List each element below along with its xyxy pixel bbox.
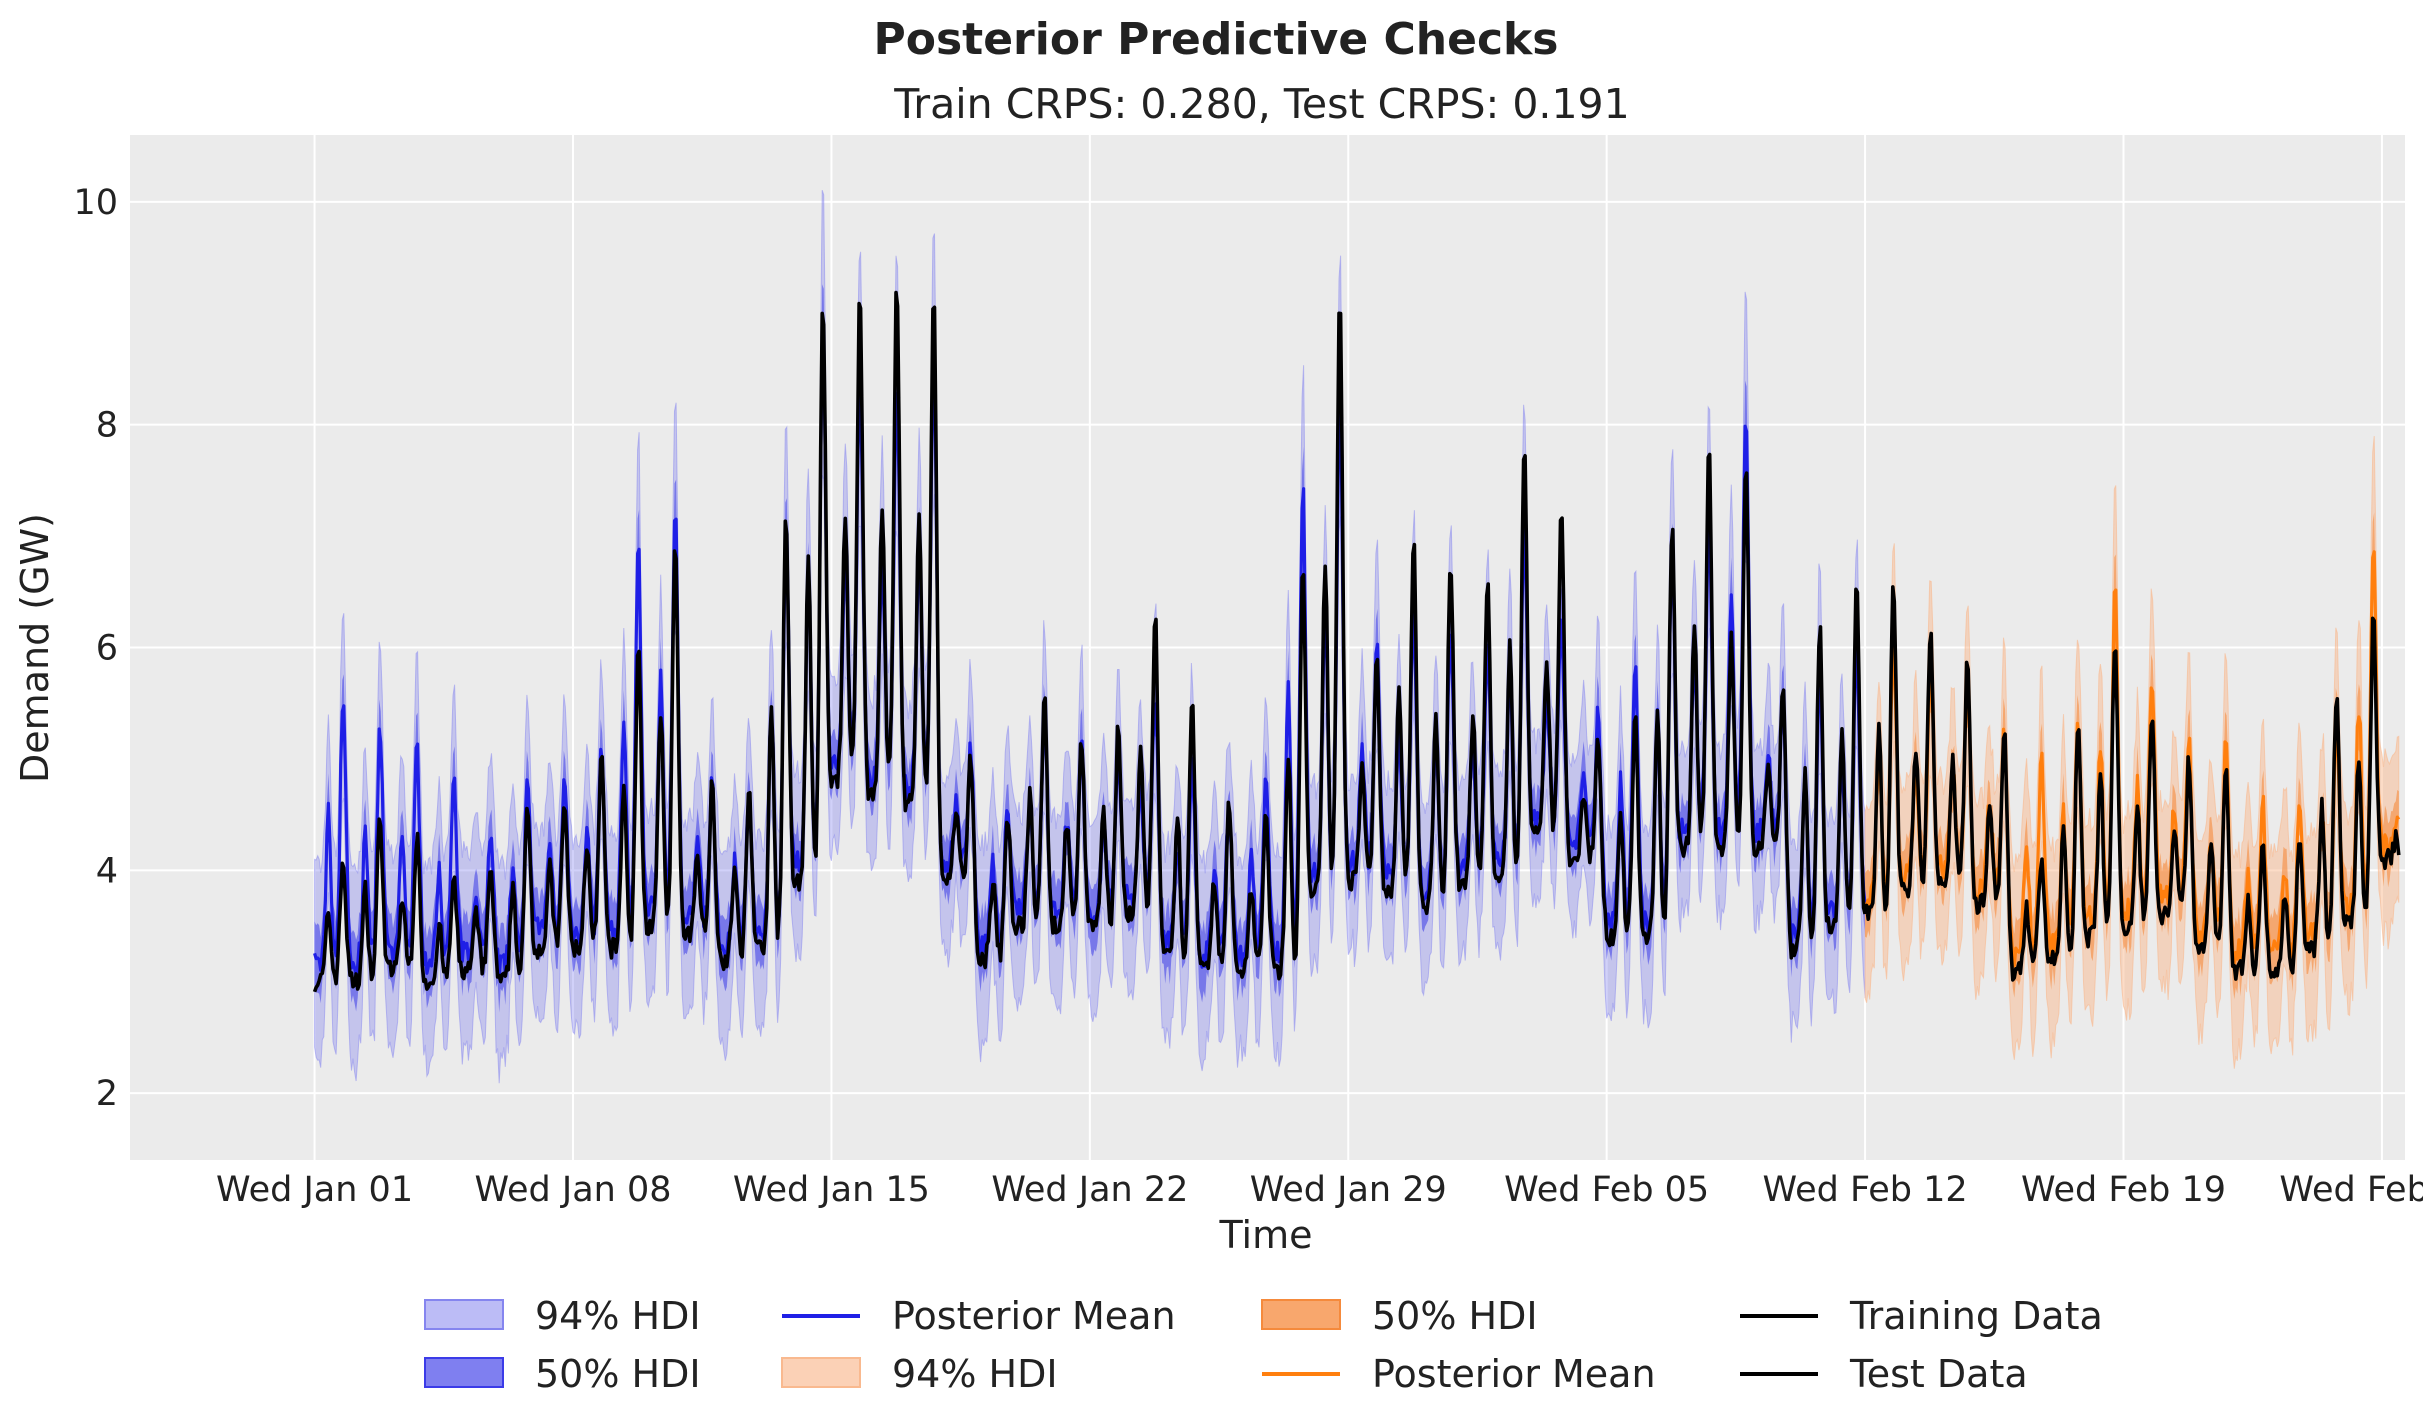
legend-label: 50% HDI [1372, 1294, 1538, 1338]
y-tick-labels: 2 4 6 8 10 [73, 183, 118, 1114]
y-tick-label: 6 [96, 629, 118, 669]
legend: 94% HDI 50% HDI Posterior Mean 94% HDI 50% H… [424, 1294, 2103, 1396]
legend-label: 94% HDI [535, 1294, 701, 1338]
x-axis-label: Time [1219, 1213, 1313, 1257]
legend-label: 94% HDI [892, 1352, 1058, 1396]
legend-label: Posterior Mean [892, 1294, 1176, 1338]
x-tick-label: Wed Feb 26 [2279, 1170, 2423, 1210]
x-tick-label: Wed Jan 22 [991, 1170, 1188, 1210]
y-tick-label: 10 [73, 183, 118, 223]
legend-swatch [781, 1357, 861, 1388]
y-tick-label: 4 [96, 851, 118, 891]
y-tick-label: 2 [96, 1074, 118, 1114]
x-tick-label: Wed Feb 05 [1504, 1170, 1709, 1210]
legend-label: 50% HDI [535, 1352, 701, 1396]
test-data-line [1863, 585, 2401, 982]
legend-label: Posterior Mean [1372, 1352, 1656, 1396]
x-tick-labels: Wed Jan 01 Wed Jan 08 Wed Jan 15 Wed Jan 22… [216, 1170, 2423, 1210]
legend-swatch [424, 1299, 504, 1330]
chart-title: Posterior Predictive Checks [874, 14, 1559, 65]
training-data-line [312, 290, 1867, 993]
legend-label: Training Data [1849, 1294, 2103, 1338]
y-tick-label: 8 [96, 406, 118, 446]
observed-data-lines [312, 290, 2401, 993]
x-tick-label: Wed Jan 15 [733, 1170, 930, 1210]
x-tick-label: Wed Jan 29 [1250, 1170, 1447, 1210]
chart-subtitle: Train CRPS: 0.280, Test CRPS: 0.191 [893, 80, 1629, 128]
legend-label: Test Data [1849, 1352, 2028, 1396]
legend-swatch [1261, 1299, 1341, 1330]
x-tick-label: Wed Jan 08 [474, 1170, 671, 1210]
x-tick-label: Wed Jan 01 [216, 1170, 413, 1210]
legend-swatch [424, 1357, 504, 1388]
x-tick-label: Wed Feb 19 [2021, 1170, 2226, 1210]
y-axis-label: Demand (GW) [13, 513, 57, 783]
x-tick-label: Wed Feb 12 [1763, 1170, 1968, 1210]
